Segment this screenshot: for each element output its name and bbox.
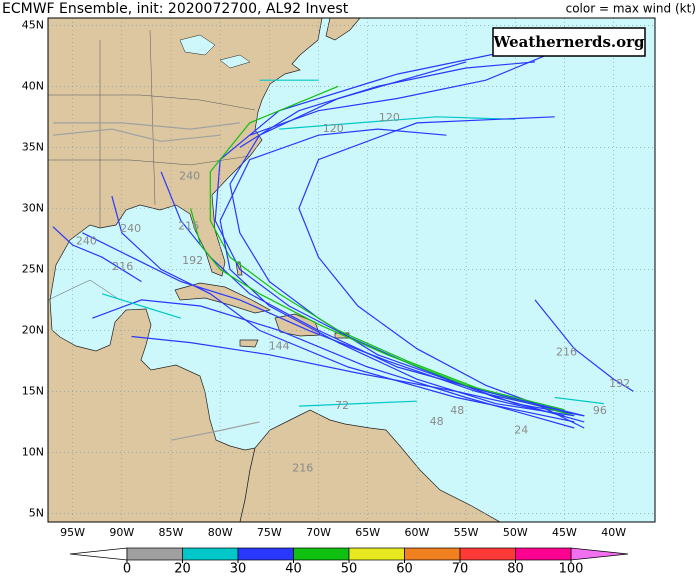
hour-label: 48 bbox=[450, 404, 464, 417]
south-america bbox=[239, 409, 501, 522]
track bbox=[52, 226, 142, 283]
track bbox=[170, 421, 260, 441]
colorbar-label: 50 bbox=[341, 562, 358, 577]
colorbar: 0 20 30 40 50 60 70 80 100 bbox=[69, 547, 629, 577]
state-border bbox=[48, 279, 121, 301]
legend-note: color = max wind (kt) bbox=[566, 2, 696, 16]
lon-tick-label: 95W bbox=[60, 526, 85, 539]
frame bbox=[47, 17, 656, 523]
colorbar-segment bbox=[404, 547, 461, 561]
state-border bbox=[149, 29, 156, 206]
hour-label: 120 bbox=[379, 111, 400, 124]
colorbar-segment bbox=[237, 547, 294, 561]
track bbox=[214, 49, 585, 423]
lat-tick-label: 10N bbox=[22, 445, 44, 458]
track bbox=[101, 293, 181, 319]
track bbox=[209, 85, 575, 417]
track bbox=[111, 196, 575, 423]
hour-label: 96 bbox=[593, 404, 607, 417]
lon-tick-label: 50W bbox=[503, 526, 528, 539]
lon-tick-label: 65W bbox=[355, 526, 380, 539]
colorbar-segment bbox=[459, 547, 516, 561]
hour-label: 216 bbox=[112, 260, 133, 273]
lat-tick-label: 30N bbox=[22, 201, 44, 214]
track bbox=[131, 335, 565, 417]
hour-label: 240 bbox=[120, 222, 141, 235]
colorbar-segment bbox=[293, 547, 350, 561]
track bbox=[190, 208, 565, 411]
lake bbox=[219, 54, 251, 69]
hour-label: 216 bbox=[292, 461, 313, 474]
lat-tick-label: 15N bbox=[22, 384, 44, 397]
track bbox=[279, 116, 516, 130]
lat-tick-label: 45N bbox=[22, 18, 44, 31]
hour-label: 192 bbox=[609, 377, 630, 390]
hour-label: 24 bbox=[514, 423, 528, 436]
track bbox=[239, 61, 536, 148]
lat-tick-label: 40N bbox=[22, 79, 44, 92]
track bbox=[298, 116, 585, 429]
hour-labels: 240 240 216 216 240 192 216 192 96 72 48 48 24 216 120… bbox=[76, 111, 630, 474]
lon-tick-label: 70W bbox=[306, 526, 331, 539]
tracks bbox=[52, 49, 634, 441]
colorbar-segment bbox=[348, 547, 405, 561]
colorbar-segment bbox=[515, 547, 572, 561]
colorbar-label: 20 bbox=[174, 562, 191, 577]
colorbar-label: 60 bbox=[396, 562, 413, 577]
track bbox=[298, 400, 417, 407]
jamaica bbox=[239, 339, 259, 348]
colorbar-segment bbox=[182, 547, 239, 561]
track bbox=[554, 396, 604, 405]
hour-label: 48 bbox=[430, 415, 444, 428]
lon-tick-label: 40W bbox=[601, 526, 626, 539]
track bbox=[534, 299, 634, 392]
hour-label: 192 bbox=[182, 254, 203, 267]
colorbar-label: 70 bbox=[452, 562, 469, 577]
track bbox=[92, 299, 575, 429]
hour-label: 216 bbox=[178, 220, 199, 233]
lat-tick-label: 20N bbox=[22, 323, 44, 336]
watermark-box bbox=[492, 27, 646, 57]
hour-label: 72 bbox=[335, 399, 349, 412]
hour-label: 216 bbox=[556, 345, 577, 358]
colorbar-label: 100 bbox=[559, 562, 584, 577]
cuba bbox=[174, 282, 272, 314]
track bbox=[160, 171, 585, 417]
track bbox=[52, 122, 240, 130]
hour-label: 240 bbox=[76, 234, 97, 247]
watermark: Weathernerds.org bbox=[492, 33, 645, 51]
lon-tick-label: 45W bbox=[552, 526, 577, 539]
track bbox=[219, 128, 575, 417]
track bbox=[52, 128, 221, 142]
title: ECMWF Ensemble, init: 2020072700, AL92 I… bbox=[2, 1, 349, 17]
lon-tick-label: 60W bbox=[404, 526, 429, 539]
lon-tick-label: 75W bbox=[257, 526, 282, 539]
canada-maritimes bbox=[325, 18, 361, 41]
track bbox=[249, 55, 546, 136]
lake bbox=[179, 34, 216, 56]
colorbar-label: 30 bbox=[230, 562, 247, 577]
colorbar-segment bbox=[126, 547, 183, 561]
hour-label: 144 bbox=[269, 339, 290, 352]
lon-tick-label: 85W bbox=[159, 526, 184, 539]
lat-tick-label: 5N bbox=[29, 506, 44, 519]
lon-tick-label: 90W bbox=[109, 526, 134, 539]
lon-tick-label: 80W bbox=[208, 526, 233, 539]
lon-tick-label: 55W bbox=[454, 526, 479, 539]
lat-tick-label: 25N bbox=[22, 262, 44, 275]
hour-label: 120 bbox=[323, 122, 344, 135]
colorbar-label: 40 bbox=[285, 562, 302, 577]
track bbox=[82, 232, 585, 417]
hour-label: 240 bbox=[179, 170, 200, 183]
colorbar-label: 0 bbox=[123, 562, 131, 577]
lat-tick-label: 35N bbox=[22, 140, 44, 153]
colorbar-label: 80 bbox=[507, 562, 524, 577]
colorbar-over bbox=[570, 547, 629, 561]
colorbar-under bbox=[69, 547, 128, 561]
state-border bbox=[48, 94, 256, 111]
